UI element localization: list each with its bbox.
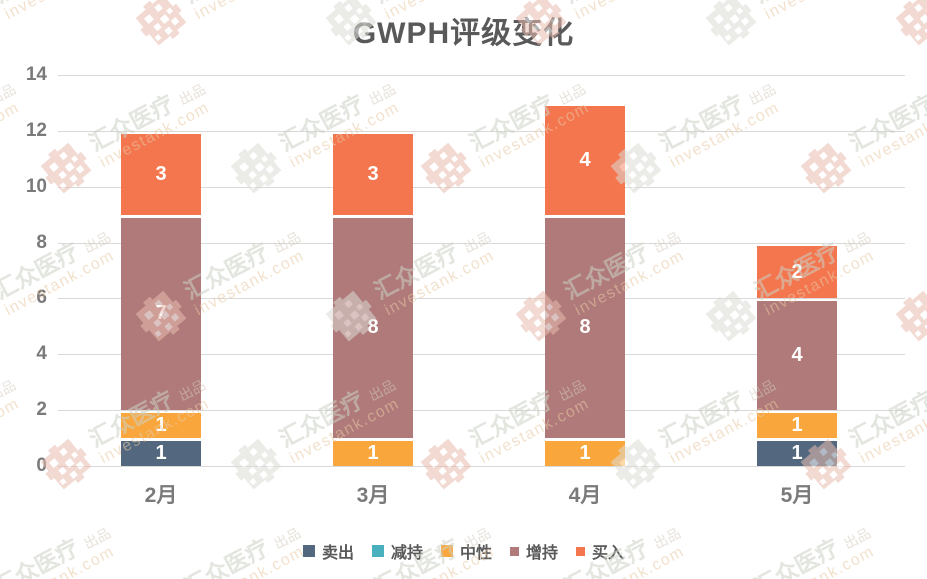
bar-value-label: 1: [579, 442, 591, 465]
bar-value-label: 1: [155, 442, 167, 465]
watermark-brand-text: 汇众医疗出品: [370, 0, 495, 8]
x-axis-label: 5月: [780, 484, 814, 507]
bar-segment-中性: 1: [121, 413, 201, 439]
legend-label: 中性: [459, 545, 492, 562]
x-axis-label: 3月: [356, 484, 390, 507]
bar-value-label: 7: [155, 302, 167, 325]
bar-segment-增持: 8: [333, 217, 413, 439]
legend-label: 减持: [390, 545, 423, 562]
bar-value-label: 1: [367, 442, 379, 465]
y-tick-label: 6: [36, 287, 47, 309]
legend-marker: [440, 545, 453, 557]
legend-label: 增持: [526, 545, 559, 562]
bar-segment-卖出: 1: [757, 441, 837, 466]
legend-marker: [510, 546, 519, 556]
gridline: [58, 186, 905, 188]
legend-marker: [371, 545, 384, 557]
legend-item-买入: 买入: [576, 539, 624, 563]
bar-segment-卖出: 1: [121, 441, 201, 466]
bar-value-label: 3: [155, 162, 167, 185]
plot-area: 1 1 7 3 2月 1 8 3 3月 1 8 4 4月 1 1 4 2 5月: [58, 75, 905, 507]
bar-value-label: 8: [367, 316, 379, 339]
legend: 卖出 减持 中性 增持 买入: [0, 539, 927, 563]
bar-segment-买入: 3: [333, 133, 413, 215]
gridline: [58, 410, 905, 412]
legend-item-减持: 减持: [371, 539, 423, 563]
legend-marker: [302, 545, 315, 557]
bar-segment-买入: 3: [121, 133, 201, 215]
bar-segment-中性: 1: [333, 441, 413, 466]
gridline: [58, 75, 905, 76]
gridline: [58, 466, 905, 467]
y-tick-label: 8: [36, 231, 47, 253]
bar-value-label: 4: [791, 344, 803, 367]
bar-value-label: 3: [367, 162, 379, 185]
legend-item-增持: 增持: [510, 539, 558, 563]
legend-item-中性: 中性: [440, 539, 492, 563]
y-axis: 0 2 4 6 8 10 12 14: [0, 0, 47, 579]
watermark-brand-text: 汇众医疗出品: [560, 0, 685, 8]
bar-segment-中性: 1: [545, 441, 625, 466]
bar-segment-买入: 4: [545, 105, 625, 215]
bar-value-label: 1: [791, 442, 803, 465]
bar-segment-增持: 8: [545, 217, 625, 439]
legend-label: 买入: [592, 545, 625, 562]
watermark-brand-text: 汇众医疗出品: [180, 0, 305, 8]
bar-segment-增持: 7: [121, 217, 201, 411]
watermark-brand-text: 汇众医疗出品: [750, 0, 875, 8]
chart-title: GWPH评级变化: [352, 17, 575, 50]
gridline: [58, 242, 905, 244]
gridline: [58, 354, 905, 356]
legend-item-卖出: 卖出: [302, 539, 354, 563]
bar-value-label: 2: [791, 260, 803, 283]
bar-value-label: 1: [155, 414, 167, 437]
bar-segment-中性: 1: [757, 413, 837, 439]
gridline: [58, 130, 905, 132]
bar-value-label: 4: [579, 148, 591, 171]
y-tick-label: 14: [25, 64, 47, 85]
legend-marker: [576, 546, 586, 556]
y-tick-label: 12: [25, 119, 47, 141]
legend-label: 卖出: [321, 545, 354, 562]
y-tick-label: 10: [25, 175, 47, 197]
bar-value-label: 8: [579, 316, 591, 339]
gridline: [58, 298, 905, 300]
x-axis-label: 4月: [568, 484, 602, 507]
y-tick-label: 4: [36, 343, 47, 365]
x-axis-label: 2月: [144, 484, 178, 507]
bar-value-label: 1: [791, 414, 803, 437]
bar-segment-增持: 4: [757, 301, 837, 411]
y-tick-label: 2: [36, 399, 47, 421]
y-tick-label: 0: [36, 455, 47, 476]
bar-segment-买入: 2: [757, 245, 837, 299]
